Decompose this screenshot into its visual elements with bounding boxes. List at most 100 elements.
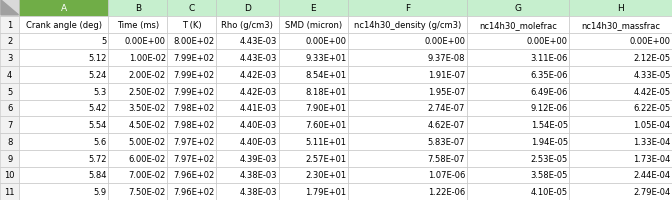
Bar (348, 167, 467, 183)
Bar (0, 33, 19, 50)
Text: Time (ms): Time (ms) (117, 21, 159, 29)
Bar (0, 133, 19, 150)
Text: 5.00E-02: 5.00E-02 (129, 137, 166, 146)
Polygon shape (1, 1, 18, 16)
Bar (108, 50, 167, 67)
Bar (279, 117, 348, 133)
Text: 8.54E+01: 8.54E+01 (305, 71, 346, 79)
Text: 4.33E-05: 4.33E-05 (633, 71, 671, 79)
Bar (0, 50, 19, 67)
Bar (167, 83, 216, 100)
Bar (467, 33, 569, 50)
Bar (19, 33, 108, 50)
Text: 1.22E-06: 1.22E-06 (428, 187, 465, 196)
Text: 3: 3 (7, 54, 12, 63)
Text: 5.11E+01: 5.11E+01 (305, 137, 346, 146)
Bar (108, 100, 167, 117)
Bar (167, 167, 216, 183)
Text: 4.39E-03: 4.39E-03 (240, 154, 278, 163)
Text: 2.00E-02: 2.00E-02 (129, 71, 166, 79)
Text: 1.91E-07: 1.91E-07 (428, 71, 465, 79)
Text: Crank angle (deg): Crank angle (deg) (26, 21, 101, 29)
Bar (167, 0, 216, 17)
Bar (167, 117, 216, 133)
Text: B: B (134, 4, 141, 13)
Text: 2.53E-05: 2.53E-05 (531, 154, 568, 163)
Text: 6.00E-02: 6.00E-02 (129, 154, 166, 163)
Bar (279, 150, 348, 167)
Bar (348, 100, 467, 117)
Text: 7.50E-02: 7.50E-02 (129, 187, 166, 196)
Text: 7.97E+02: 7.97E+02 (173, 154, 214, 163)
Text: C: C (189, 4, 195, 13)
Bar (279, 183, 348, 200)
Text: 2.79E-04: 2.79E-04 (633, 187, 671, 196)
Bar (0, 83, 19, 100)
Bar (108, 117, 167, 133)
Text: 4.42E-05: 4.42E-05 (634, 87, 671, 96)
Text: 1.07E-06: 1.07E-06 (428, 171, 465, 179)
Text: 6.22E-05: 6.22E-05 (633, 104, 671, 113)
Text: 4.62E-07: 4.62E-07 (428, 121, 465, 129)
Bar (19, 150, 108, 167)
Bar (108, 167, 167, 183)
Bar (19, 117, 108, 133)
Bar (167, 183, 216, 200)
Bar (0, 183, 19, 200)
Text: 3.58E-05: 3.58E-05 (530, 171, 568, 179)
Bar (167, 100, 216, 117)
Bar (167, 133, 216, 150)
Text: 9: 9 (7, 154, 12, 163)
Bar (167, 67, 216, 83)
Text: 1.05E-04: 1.05E-04 (634, 121, 671, 129)
Text: 5.12: 5.12 (88, 54, 107, 63)
Bar (19, 50, 108, 67)
Bar (167, 17, 216, 33)
Text: 4.40E-03: 4.40E-03 (240, 121, 278, 129)
Text: 5.6: 5.6 (93, 137, 107, 146)
Text: 5: 5 (7, 87, 12, 96)
Bar (279, 67, 348, 83)
Bar (216, 100, 279, 117)
Text: 7.96E+02: 7.96E+02 (173, 171, 214, 179)
Bar (19, 183, 108, 200)
Bar (348, 33, 467, 50)
Text: 1.73E-04: 1.73E-04 (633, 154, 671, 163)
Text: 4.42E-03: 4.42E-03 (240, 87, 278, 96)
Bar (216, 67, 279, 83)
Text: 0.00E+00: 0.00E+00 (424, 37, 465, 46)
Text: 6: 6 (7, 104, 12, 113)
Text: 4.40E-03: 4.40E-03 (240, 137, 278, 146)
Bar (216, 183, 279, 200)
Text: 2: 2 (7, 37, 12, 46)
Text: 7.98E+02: 7.98E+02 (173, 121, 214, 129)
Bar (19, 0, 108, 17)
Bar (569, 183, 672, 200)
Bar (569, 33, 672, 50)
Bar (348, 0, 467, 17)
Text: 4.50E-02: 4.50E-02 (129, 121, 166, 129)
Text: 1.79E+01: 1.79E+01 (305, 187, 346, 196)
Text: 4.38E-03: 4.38E-03 (240, 171, 278, 179)
Text: F: F (405, 4, 410, 13)
Bar (467, 83, 569, 100)
Bar (0, 100, 19, 117)
Bar (467, 100, 569, 117)
Text: 3.11E-06: 3.11E-06 (530, 54, 568, 63)
Bar (19, 83, 108, 100)
Text: 4.38E-03: 4.38E-03 (240, 187, 278, 196)
Text: T (K): T (K) (182, 21, 202, 29)
Bar (279, 167, 348, 183)
Text: 11: 11 (5, 187, 15, 196)
Text: 5: 5 (101, 37, 107, 46)
Text: 3.50E-02: 3.50E-02 (129, 104, 166, 113)
Bar (216, 150, 279, 167)
Text: 5.83E-07: 5.83E-07 (427, 137, 465, 146)
Bar (216, 133, 279, 150)
Bar (108, 67, 167, 83)
Bar (348, 183, 467, 200)
Text: 4.10E-05: 4.10E-05 (531, 187, 568, 196)
Bar (569, 150, 672, 167)
Bar (108, 133, 167, 150)
Text: A: A (60, 4, 67, 13)
